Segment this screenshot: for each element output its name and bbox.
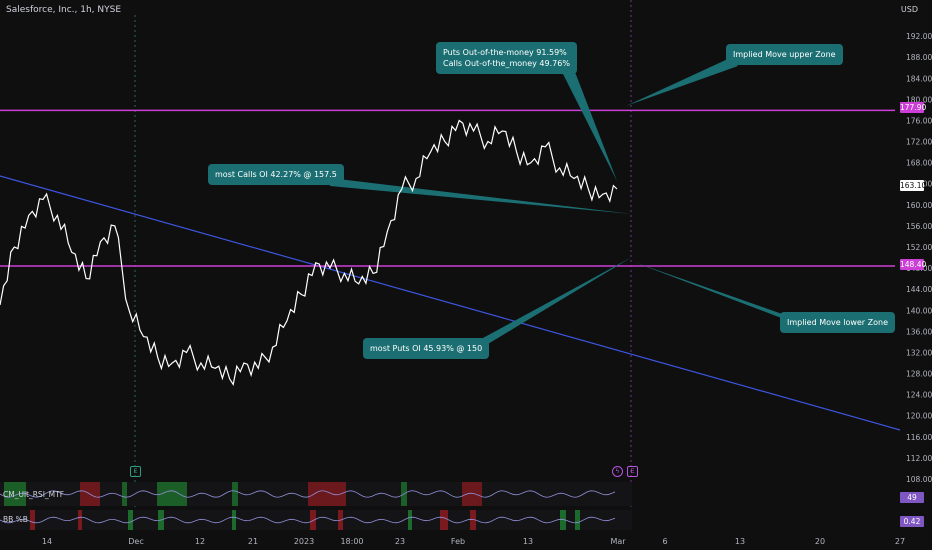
x-tick-label: 2023 [294, 537, 314, 546]
otm-callout[interactable]: Puts Out-of-the-money 91.59% Calls Out-o… [436, 42, 577, 74]
y-tick-label: 188.00 [906, 53, 932, 62]
otm-pointer [560, 68, 617, 181]
x-tick-label: Mar [610, 537, 626, 546]
rsi-bar [122, 482, 127, 506]
rsi-bar [462, 482, 482, 506]
bb-value-badge: 0.42 [900, 516, 924, 527]
y-tick-label: 128.00 [906, 370, 932, 379]
x-tick-label: 12 [195, 537, 205, 546]
lower-zone-pointer [634, 262, 792, 322]
x-tick-label: 23 [395, 537, 405, 546]
rsi-bar [4, 482, 26, 506]
x-tick-label: 14 [42, 537, 52, 546]
y-tick-label: 184.00 [906, 74, 932, 83]
y-tick-label: 124.00 [906, 391, 932, 400]
bb-line [0, 516, 616, 524]
y-tick-label: 172.00 [906, 138, 932, 147]
y-tick-label: 176.00 [906, 116, 932, 125]
upper-zone-pointer [626, 58, 738, 106]
currency-label[interactable]: USD [900, 5, 918, 14]
indicator-bars [0, 482, 616, 530]
y-tick-label: 140.00 [906, 306, 932, 315]
x-tick-label: 18:00 [340, 537, 363, 546]
x-tick-label: 21 [248, 537, 258, 546]
upper-zone-callout[interactable]: Implied Move upper Zone [726, 44, 843, 65]
y-tick-label: 144.00 [906, 285, 932, 294]
calls-oi-pointer [330, 178, 632, 214]
earnings-marker-left[interactable]: E [130, 466, 141, 477]
y-tick-label: 116.00 [906, 433, 932, 442]
y-tick-label: 132.00 [906, 348, 932, 357]
symbol-title[interactable]: Salesforce, Inc., 1h, NYSE [6, 5, 122, 15]
y-tick-label: 108.00 [906, 475, 932, 484]
y-tick-label: 136.00 [906, 327, 932, 336]
downtrend-line [0, 175, 901, 431]
bb-bar [440, 510, 448, 530]
callout-pointers [330, 58, 792, 350]
y-tick-label: 156.00 [906, 222, 932, 231]
lower-price-badge: 148.40 [900, 259, 927, 270]
y-tick-label: 168.00 [906, 159, 932, 168]
bb-indicator-label[interactable]: BB %B [3, 515, 28, 524]
upper-price-badge: 177.90 [900, 102, 927, 113]
bb-bar [575, 510, 580, 530]
bb-bar [128, 510, 133, 530]
rsi-indicator-label[interactable]: CM_Ult_RSI_MTF [3, 490, 65, 499]
calls-oi-callout[interactable]: most Calls OI 42.27% @ 157.5 [208, 164, 344, 185]
y-tick-label: 120.00 [906, 412, 932, 421]
bb-bar [470, 510, 476, 530]
bb-bar [30, 510, 35, 530]
y-tick-label: 152.00 [906, 243, 932, 252]
rsi-value-badge: 49 [900, 492, 924, 503]
lower-zone-callout[interactable]: Implied Move lower Zone [780, 312, 895, 333]
puts-oi-pointer [470, 257, 632, 350]
bb-bar [78, 510, 82, 530]
bb-bar [310, 510, 316, 530]
x-tick-label: 13 [735, 537, 745, 546]
x-tick-label: Feb [451, 537, 465, 546]
x-tick-label: 20 [815, 537, 825, 546]
otm-calls-text: Calls Out-of-the_money 49.76% [443, 59, 570, 68]
x-tick-label: 6 [662, 537, 667, 546]
x-tick-label: 27 [895, 537, 905, 546]
puts-oi-callout[interactable]: most Puts OI 45.93% @ 150 [363, 338, 490, 359]
rsi-bar [232, 482, 238, 506]
bb-bar [408, 510, 412, 530]
y-tick-label: 180.00 [906, 95, 932, 104]
earnings-marker-right[interactable]: E [627, 466, 638, 477]
x-tick-label: 13 [523, 537, 533, 546]
y-tick-label: 192.00 [906, 32, 932, 41]
bb-bar [560, 510, 566, 530]
otm-puts-text: Puts Out-of-the-money 91.59% [443, 48, 567, 57]
dividend-flash-icon[interactable]: ϟ [612, 466, 623, 477]
rsi-line [0, 490, 616, 498]
x-tick-label: Dec [128, 537, 143, 546]
y-tick-label: 160.00 [906, 201, 932, 210]
price-line [0, 119, 618, 386]
y-tick-label: 112.00 [906, 454, 932, 463]
current-price-badge: 163.10 [900, 180, 927, 191]
bb-bar [232, 510, 236, 530]
x-axis: 14 Dec 12 21 2023 18:00 23 Feb 13 Mar 6 13 20 27 [42, 537, 905, 546]
